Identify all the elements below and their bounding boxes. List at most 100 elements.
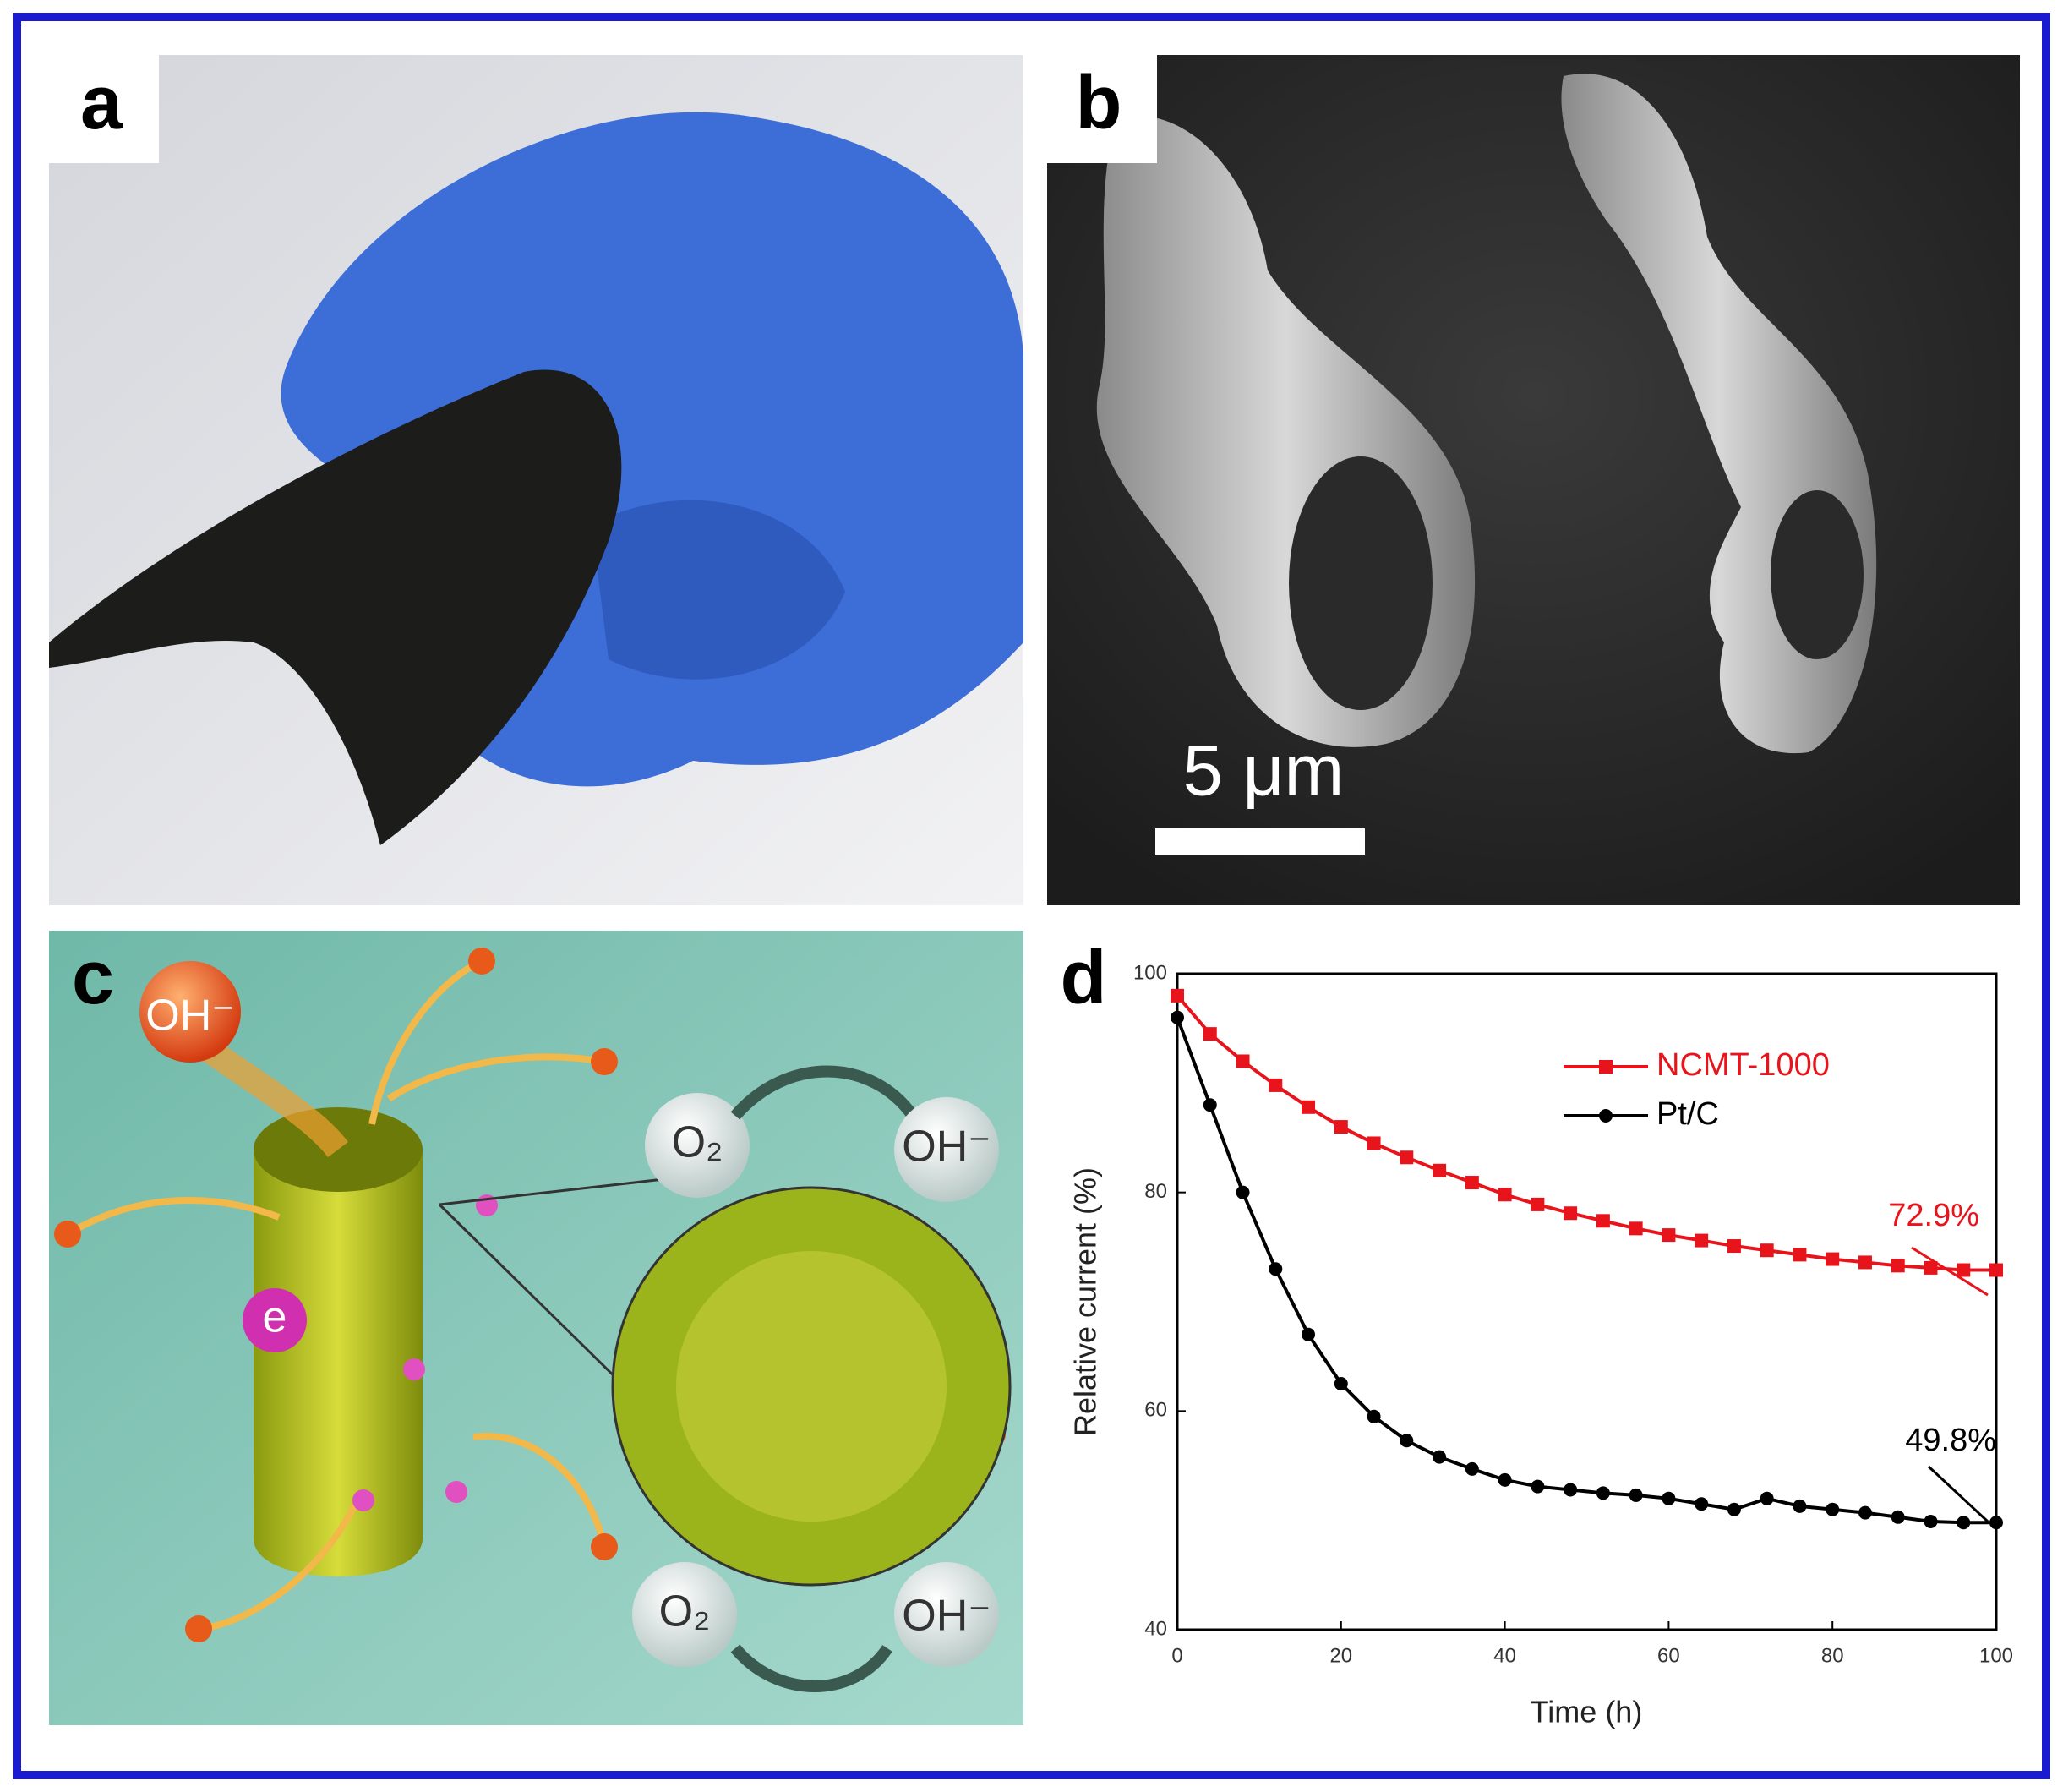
marker (1465, 1176, 1479, 1190)
marker (1531, 1197, 1545, 1211)
marker (1727, 1239, 1741, 1254)
electron-sphere (243, 1288, 307, 1352)
marker (1334, 1120, 1348, 1134)
marker (1793, 1248, 1807, 1262)
marker (1400, 1150, 1414, 1165)
marker (1498, 1188, 1512, 1202)
marker (1891, 1510, 1905, 1524)
marker (1203, 1098, 1217, 1112)
trails (65, 958, 608, 1632)
marker (1269, 1262, 1283, 1276)
marker (1433, 1163, 1447, 1177)
bubble (894, 1097, 999, 1202)
label-box (49, 55, 159, 163)
x-tick-label: 100 (1979, 1644, 2013, 1667)
y-tick-label: 80 (1144, 1180, 1167, 1203)
x-tick-label: 80 (1821, 1644, 1844, 1667)
marker (1662, 1228, 1676, 1243)
marker (1171, 1010, 1184, 1024)
marker (1924, 1514, 1938, 1528)
y-tick-label: 100 (1133, 961, 1167, 984)
y-axis-label: Relative current (%) (1068, 1167, 1103, 1436)
x-tick-label: 40 (1493, 1644, 1516, 1667)
marker (1302, 1100, 1316, 1114)
legend-marker (1599, 1060, 1613, 1074)
y-tick-label: 40 (1144, 1617, 1167, 1640)
bubble-label: OH⁻ (902, 1123, 991, 1172)
arrow (730, 1065, 918, 1120)
marker (1564, 1483, 1578, 1497)
arrow (730, 1644, 892, 1692)
marker (1465, 1461, 1479, 1476)
marker (1334, 1377, 1348, 1390)
marker (1629, 1488, 1643, 1502)
marker (1826, 1252, 1840, 1266)
marker (1760, 1243, 1774, 1258)
x-tick-label: 20 (1329, 1644, 1352, 1667)
panel-label: b (1076, 61, 1122, 145)
electron-label: e (263, 1293, 287, 1342)
marker (1236, 1185, 1250, 1199)
legend-marker (1599, 1109, 1613, 1123)
ion-sphere (139, 961, 241, 1063)
panel-label: c (72, 936, 114, 1020)
panel-label: a (80, 61, 123, 145)
annotation: 72.9% (1888, 1198, 1979, 1233)
legend-label: Pt/C (1656, 1096, 1719, 1132)
panel-label: d (1061, 936, 1107, 1020)
panel-c: OH⁻ O₂ OH⁻ O₂ OH⁻ e c (49, 931, 1023, 1725)
marker (1662, 1491, 1676, 1505)
marker (1924, 1260, 1938, 1275)
marker (1400, 1434, 1414, 1448)
marker (1236, 1054, 1250, 1068)
legend-label: NCMT-1000 (1656, 1047, 1830, 1083)
marker (1629, 1221, 1643, 1236)
marker (1989, 1516, 2003, 1530)
bubble-label: OH⁻ (902, 1592, 991, 1641)
scale-bar-label: 5 μm (1183, 730, 1345, 811)
frame (13, 13, 2050, 1779)
marker (1891, 1259, 1905, 1273)
annotation-arrow (1911, 1246, 1989, 1297)
bubble (645, 1093, 750, 1198)
x-tick-label: 60 (1657, 1644, 1680, 1667)
panel-a: a (49, 55, 1023, 905)
ion-label: OH⁻ (145, 992, 234, 1041)
marker (1957, 1263, 1971, 1277)
carbon-sheet (49, 369, 622, 846)
panel-d: d Time (h) Relative current (%) 0 20 40 60 8… (1061, 936, 2014, 1729)
zoom-line (439, 1173, 702, 1206)
marker (1957, 1516, 1971, 1530)
marker (1564, 1206, 1578, 1221)
annotation: 49.8% (1905, 1423, 1996, 1458)
glove-shadow (592, 500, 845, 680)
marker (1433, 1450, 1447, 1464)
y-tick-label: 60 (1144, 1399, 1167, 1422)
marker (1695, 1233, 1709, 1248)
marker (1858, 1255, 1872, 1270)
marker (1367, 1409, 1381, 1423)
marker (1989, 1263, 2003, 1277)
marker (1695, 1497, 1709, 1511)
bubble-label: O₂ (672, 1118, 723, 1167)
tube-opening (1289, 456, 1433, 710)
marker (1793, 1499, 1807, 1513)
marker (1203, 1027, 1217, 1041)
zoom-detail (676, 1251, 947, 1522)
marker (1269, 1078, 1283, 1092)
marker (1858, 1505, 1872, 1520)
plot-frame (1176, 972, 1998, 1631)
marker (1302, 1327, 1316, 1341)
bubble (632, 1562, 737, 1667)
nanotube (254, 1150, 423, 1576)
bubble (894, 1562, 999, 1667)
marker (1171, 988, 1184, 1003)
marker (1596, 1214, 1610, 1228)
marker (1727, 1502, 1741, 1516)
annotation-arrow (1927, 1465, 1989, 1523)
x-tick-label: 0 (1171, 1644, 1182, 1667)
tube-opening (1771, 490, 1864, 659)
marker (1826, 1502, 1840, 1516)
bubble-label: O₂ (659, 1587, 711, 1636)
